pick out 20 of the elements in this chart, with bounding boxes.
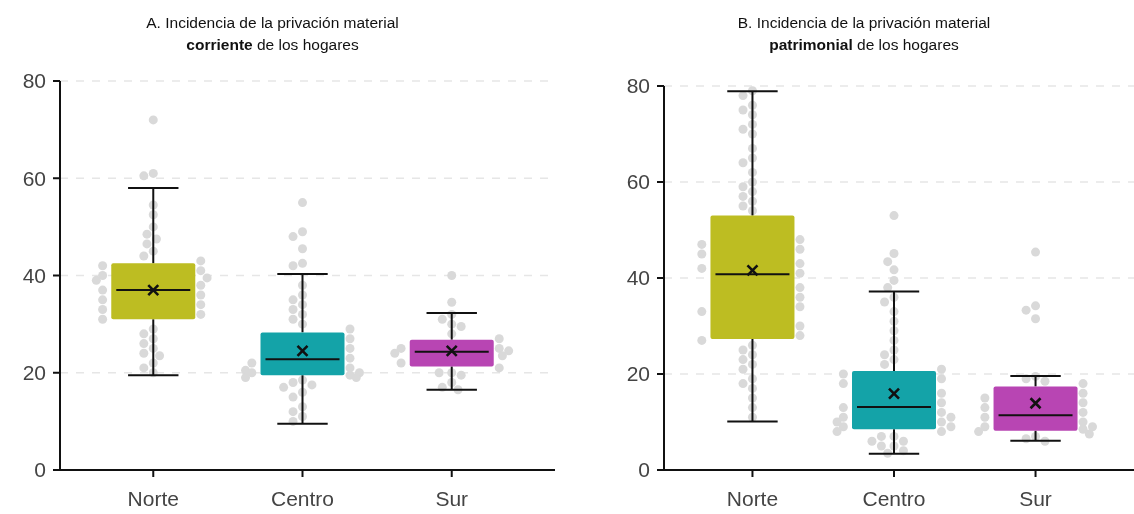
x-tick-label: Centro [270,487,335,510]
chart-title: A. Incidencia de la privación material [146,14,399,31]
y-tick-label: 40 [626,266,650,290]
y-tick-label: 80 [626,74,650,98]
x-tick-label: Centro [862,487,926,510]
chart-title: B. Incidencia de la privación material [737,14,991,31]
y-tick-label: 60 [626,170,650,194]
x-tick-label: Norte [127,487,179,510]
chart-subtitle: corriente de los hogares [186,36,359,53]
x-tick-label: Sur [435,487,469,510]
y-tick-label: 20 [22,361,46,385]
y-tick-label: 20 [626,362,650,386]
x-tick-label: Norte [726,487,779,510]
y-tick-label: 80 [22,69,46,93]
x-tick-label: Sur [1019,487,1052,510]
chart-subtitle: patrimonial de los hogares [769,36,960,53]
y-tick-label: 0 [34,458,46,482]
y-tick-label: 40 [22,263,46,287]
y-tick-label: 0 [638,458,650,482]
y-tick-label: 60 [22,166,46,190]
